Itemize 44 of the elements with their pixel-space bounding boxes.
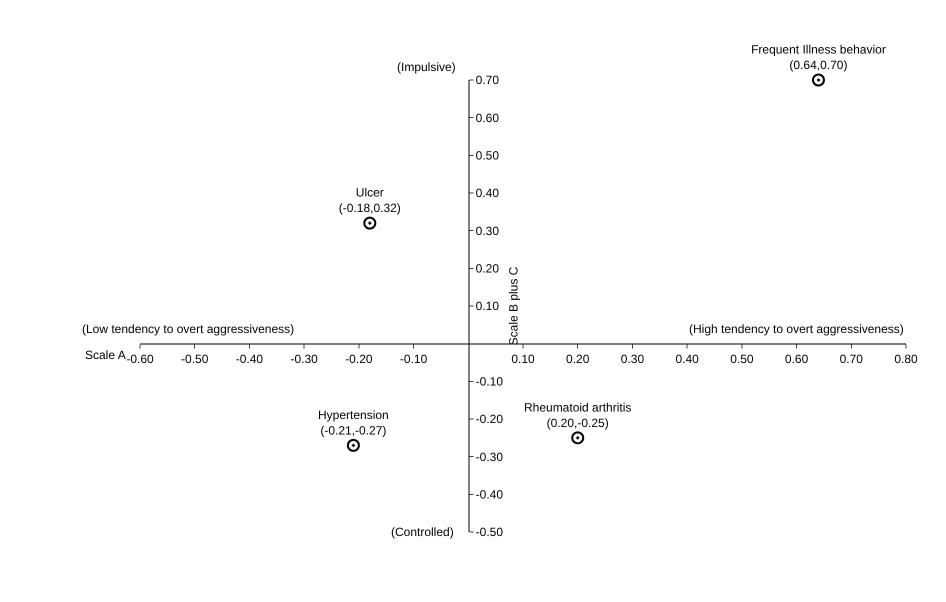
annotation: (Low tendency to overt aggressiveness) (82, 322, 294, 336)
annotation: (Controlled) (391, 525, 454, 539)
x-tick-label: -0.20 (345, 352, 373, 366)
x-tick-label: -0.50 (181, 352, 209, 366)
y-tick-label: 0.50 (476, 148, 500, 163)
y-tick-label: -0.20 (476, 412, 504, 426)
y-tick-label: 0.30 (476, 224, 500, 238)
point (363, 216, 376, 230)
x-tick-label: -0.30 (290, 352, 318, 366)
y-tick-label: -0.10 (476, 374, 504, 389)
point (571, 431, 584, 444)
x-tick-label: 0.80 (894, 352, 918, 366)
x-tick-label: 0.30 (620, 352, 644, 366)
point (346, 438, 360, 452)
x-tick-label: 0.60 (784, 352, 809, 366)
y-tick-label: 0.10 (476, 299, 500, 314)
y-tick-label: -0.30 (476, 450, 504, 464)
x-tick-label: 0.70 (840, 352, 864, 366)
y-axis-title: Scale B plus C (506, 266, 520, 346)
x-axis-title: Scale A (85, 348, 126, 362)
y-tick-label: 0.70 (476, 73, 500, 88)
series-label: Ulcer (356, 186, 384, 200)
y-tick-label: 0.20 (476, 262, 500, 276)
y-tick-label: 0.40 (476, 186, 500, 200)
y-tick-label: -0.40 (476, 488, 504, 502)
x-tick-label: -0.60 (126, 352, 154, 366)
x-tick-label: 0.40 (675, 352, 700, 366)
text: Hypertension (318, 408, 389, 422)
data-label: (0.20,-0.25) (546, 416, 609, 430)
y-tick-label: -0.50 (476, 525, 504, 540)
data-label: (-0.18,0.32) (338, 201, 401, 216)
data-label: (0.64,0.70) (789, 58, 848, 72)
point (812, 74, 825, 86)
text: Rheumatoid arthritis (524, 400, 632, 414)
annotation: (High tendency to overt aggressiveness) (689, 322, 904, 336)
text: Frequent Illness behavior (751, 42, 886, 57)
x-tick-label: 0.10 (511, 352, 535, 366)
y-tick-label: 0.60 (476, 110, 500, 125)
data-label: (-0.21,-0.27) (320, 423, 386, 438)
x-tick-label: 0.50 (730, 352, 754, 366)
text: (Impulsive) (397, 60, 456, 74)
x-tick-label: -0.10 (400, 352, 428, 366)
x-tick-label: -0.40 (236, 352, 264, 366)
x-tick-label: 0.20 (566, 352, 590, 366)
